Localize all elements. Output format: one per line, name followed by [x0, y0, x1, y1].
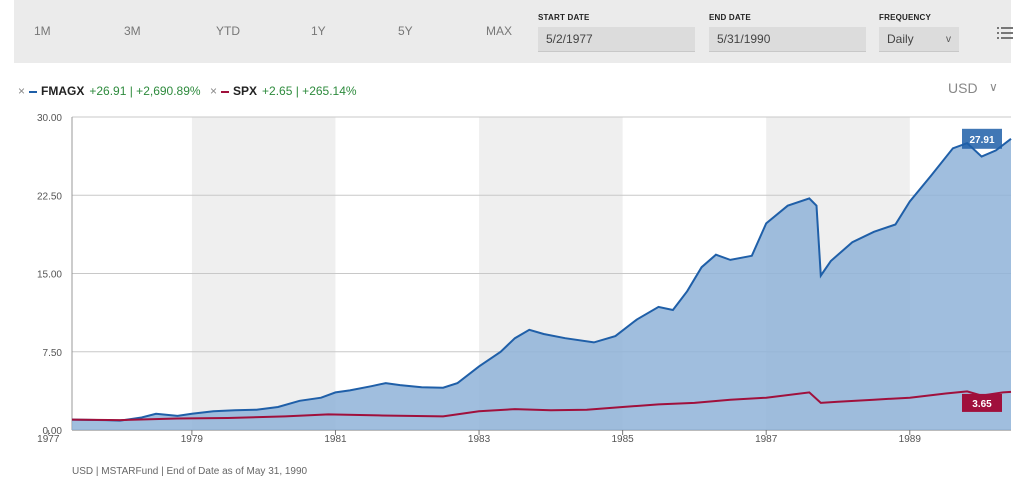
legend-ticker-spx: SPX [233, 84, 258, 98]
range-button-max[interactable]: MAX [486, 24, 513, 38]
remove-spx-icon[interactable]: × [210, 84, 218, 98]
legend-swatch-fmagx [29, 90, 38, 93]
y-tick-label-2: 15.00 [37, 270, 62, 281]
end-date-label: END DATE [709, 13, 751, 22]
x-tick-label-0: 1977 [37, 434, 60, 445]
legend-ticker-fmagx: FMAGX [41, 84, 85, 98]
x-tick-label-1: 1979 [181, 434, 204, 445]
chevron-down-icon[interactable]: ∨ [989, 80, 998, 94]
y-tick-label-4: 0.00 [43, 426, 63, 437]
legend-item-fmagx: × FMAGX +26.91 | +2,690.89% [18, 84, 201, 98]
y-tick-label-0: 30.00 [37, 113, 62, 124]
chevron-down-icon: v [946, 34, 951, 45]
spx-last-value-label: 3.65 [972, 399, 992, 410]
currency-select[interactable]: USD [948, 80, 978, 96]
list-menu-icon[interactable] [997, 26, 1013, 40]
remove-fmagx-icon[interactable]: × [18, 84, 26, 98]
x-tick-label-6: 1989 [899, 434, 922, 445]
range-button-1y[interactable]: 1Y [311, 24, 326, 38]
legend-item-spx: × SPX +2.65 | +265.14% [210, 84, 357, 98]
legend-stats-spx: +2.65 | +265.14% [262, 84, 357, 98]
range-button-5y[interactable]: 5Y [398, 24, 413, 38]
legend-stats-fmagx: +26.91 | +2,690.89% [89, 84, 201, 98]
fmagx-line [71, 138, 1012, 422]
range-button-ytd[interactable]: YTD [216, 24, 240, 38]
x-tick-label-4: 1985 [611, 434, 634, 445]
chart-footnote: USD | MSTARFund | End of Date as of May … [72, 466, 308, 477]
end-date-input[interactable]: 5/31/1990 [709, 27, 866, 52]
start-date-input[interactable]: 5/2/1977 [538, 27, 695, 52]
y-tick-label-1: 22.50 [37, 191, 62, 202]
toolbar: 1M 3M YTD 1Y 5Y MAX START DATE 5/2/1977 … [14, 0, 1013, 63]
frequency-value: Daily [887, 32, 914, 46]
range-button-1m[interactable]: 1M [34, 24, 51, 38]
frequency-select[interactable]: Daily v [879, 27, 959, 52]
fmagx-last-value-label: 27.91 [969, 135, 994, 146]
x-tick-label-3: 1983 [468, 434, 491, 445]
range-button-3m[interactable]: 3M [124, 24, 141, 38]
fmagx-last-value-badge [962, 128, 1002, 149]
legend-swatch-spx [221, 90, 230, 93]
x-tick-label-5: 1987 [755, 434, 778, 445]
fmagx-area [72, 138, 1011, 431]
frequency-label: FREQUENCY [879, 13, 932, 22]
y-tick-label-3: 7.50 [43, 348, 63, 359]
x-tick-label-2: 1981 [324, 434, 347, 445]
spx-last-value-badge [962, 393, 1002, 412]
start-date-label: START DATE [538, 13, 590, 22]
spx-line [71, 390, 1012, 422]
